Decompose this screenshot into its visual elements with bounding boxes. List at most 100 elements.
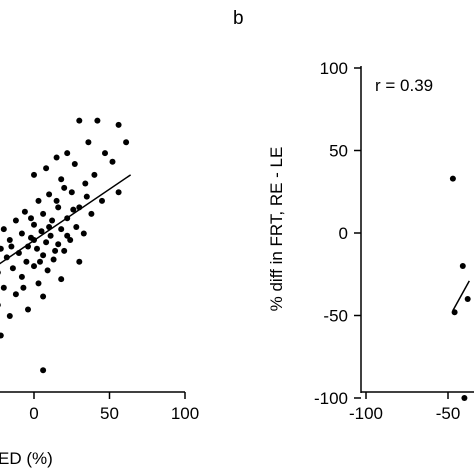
panel-a-point-62 <box>25 306 31 313</box>
panel-a-point-52 <box>9 265 16 272</box>
panel-a-point-30 <box>0 226 7 233</box>
panel-a-point-51 <box>31 263 37 270</box>
panel-b-r-annotation: r = 0.39 <box>375 76 433 95</box>
panel-a-point-9 <box>71 161 78 167</box>
panel-a-point-6 <box>102 150 108 157</box>
panel-a-point-70 <box>83 193 90 200</box>
panel-a-point-61 <box>0 303 1 308</box>
panel-a-point-46 <box>40 252 47 259</box>
panel-a-point-4 <box>85 139 92 146</box>
panel-a-point-16 <box>68 189 75 196</box>
panel-a-point-1 <box>94 117 101 124</box>
panel-b-point-1 <box>459 263 466 269</box>
panel-a-x-tick-label-2: 100 <box>171 404 199 423</box>
panel-a-point-66 <box>53 197 60 204</box>
panel-a-point-77 <box>20 284 27 291</box>
panel-b-y-axis-title: % diff in FRT, RE - LE <box>267 147 286 312</box>
panel-a-point-49 <box>23 258 30 265</box>
panel-b-x-ticks: -100 -50 <box>349 392 460 423</box>
panel-b-point-2 <box>451 309 458 316</box>
panel-a-point-14 <box>82 180 89 187</box>
panel-a-scatter: 0 50 100 ED (%) <box>0 117 199 468</box>
panel-a-point-32 <box>38 228 45 235</box>
panel-a-point-39 <box>43 239 50 246</box>
panel-a-point-2 <box>115 121 122 128</box>
panel-a-point-34 <box>80 230 87 237</box>
panel-b-letter: b <box>233 8 244 29</box>
panel-b-y-tick-label-3: -50 <box>323 307 348 326</box>
panel-a-point-42 <box>34 245 40 252</box>
panel-a-point-56 <box>58 276 65 283</box>
panel-b-points <box>449 175 471 401</box>
panel-a-point-12 <box>91 171 98 178</box>
panel-a-point-50 <box>76 258 83 265</box>
panel-a-point-65 <box>40 367 47 374</box>
panel-a-point-43 <box>0 245 4 252</box>
panel-a-point-3 <box>123 139 130 146</box>
panel-a-point-47 <box>3 254 10 261</box>
panel-a-point-28 <box>31 221 37 228</box>
panel-a-point-55 <box>18 273 25 280</box>
panel-a-point-57 <box>35 280 42 287</box>
panel-a-point-68 <box>70 206 77 213</box>
panel-a-point-54 <box>0 270 1 275</box>
panel-a-point-35 <box>47 232 54 239</box>
panel-b-y-tick-label-0: 100 <box>320 59 348 78</box>
panel-a-point-74 <box>52 247 59 254</box>
panel-a-point-71 <box>28 215 34 222</box>
panel-b-x-tick-label-0: -100 <box>349 404 383 423</box>
panel-a-point-24 <box>88 210 95 217</box>
panel-a-point-15 <box>115 189 122 196</box>
panel-a-point-76 <box>64 232 71 239</box>
panel-b-scatter: b 100 50 0 -50 -100 -100 -50 r = 0.39 % diff … <box>233 8 474 423</box>
panel-a-x-axis-title: ED (%) <box>0 449 53 468</box>
panel-a-x-tick-label-1: 50 <box>100 404 119 423</box>
panel-a-point-63 <box>6 313 13 319</box>
panel-a-point-23 <box>40 210 47 217</box>
panel-a-point-67 <box>61 184 68 191</box>
panel-a-point-38 <box>6 237 13 243</box>
panel-a-point-58 <box>0 284 7 291</box>
panel-a-point-60 <box>40 293 47 300</box>
panel-b-y-tick-label-1: 50 <box>329 142 348 161</box>
panel-a-point-29 <box>73 224 80 230</box>
panel-a-point-59 <box>12 291 19 298</box>
panel-a-point-53 <box>44 267 51 274</box>
panel-a-point-48 <box>50 256 57 263</box>
panel-a-point-33 <box>18 230 25 237</box>
panel-a-point-19 <box>35 197 42 204</box>
panel-a-x-ticks: 0 50 100 <box>29 392 199 423</box>
panel-a-point-5 <box>64 150 71 157</box>
panel-a-point-11 <box>31 171 37 178</box>
panel-a-point-37 <box>67 237 74 243</box>
panel-a-point-17 <box>46 191 53 198</box>
panel-a-point-40 <box>55 241 62 248</box>
panel-a-point-44 <box>61 247 68 254</box>
panel-b-regression-line <box>452 280 470 311</box>
panel-b-x-tick-label-1: -50 <box>436 404 461 423</box>
panel-a-point-0 <box>76 117 83 124</box>
panel-b-y-ticks: 100 50 0 -50 -100 <box>314 59 361 408</box>
panel-b-point-3 <box>464 296 471 302</box>
panel-b-point-4 <box>461 395 468 401</box>
panel-a-point-64 <box>0 332 4 339</box>
panel-a-point-7 <box>53 154 60 161</box>
panel-a-point-72 <box>37 258 43 265</box>
panel-a-point-18 <box>99 197 105 204</box>
panel-a-regression-line <box>0 174 132 265</box>
panel-a-point-10 <box>43 165 50 172</box>
panel-a-point-13 <box>58 176 65 183</box>
panel-a-x-tick-label-0: 0 <box>29 404 38 423</box>
panel-a-point-73 <box>8 243 15 250</box>
panel-a-point-27 <box>49 217 56 224</box>
panel-a-points <box>0 117 130 374</box>
panel-b-y-tick-label-4: -100 <box>314 389 348 408</box>
panel-a-point-8 <box>109 158 116 165</box>
panel-a-point-26 <box>12 217 19 224</box>
panel-b-point-0 <box>449 175 456 182</box>
panel-a-point-31 <box>58 226 65 233</box>
panel-b-y-tick-label-2: 0 <box>339 224 348 243</box>
panel-a-point-22 <box>21 208 28 215</box>
panel-a-point-21 <box>55 204 62 211</box>
